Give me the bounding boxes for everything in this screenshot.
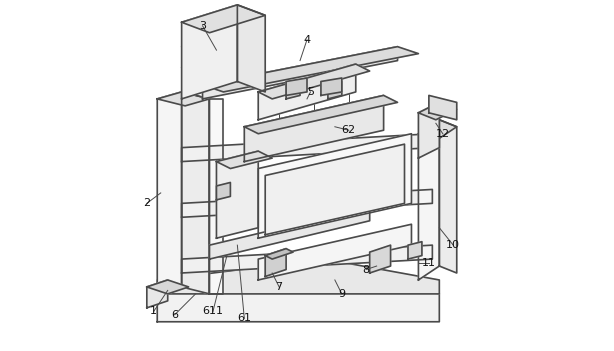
Polygon shape [286,78,307,95]
Polygon shape [182,190,432,217]
Polygon shape [418,102,440,158]
Text: 9: 9 [338,289,346,299]
Polygon shape [203,47,418,92]
Polygon shape [157,273,440,322]
Polygon shape [370,245,391,273]
Polygon shape [265,249,286,277]
Polygon shape [244,95,397,134]
Polygon shape [182,5,265,33]
Polygon shape [258,64,356,120]
Polygon shape [147,280,188,294]
Polygon shape [328,81,342,99]
Polygon shape [182,5,238,99]
Text: 2: 2 [143,198,150,208]
Polygon shape [209,207,370,259]
Polygon shape [157,92,182,294]
Polygon shape [217,151,272,168]
Polygon shape [265,144,405,235]
Polygon shape [265,249,293,259]
Polygon shape [203,47,397,99]
Polygon shape [321,78,342,95]
Text: 8: 8 [363,265,370,274]
Text: 7: 7 [276,282,282,292]
Polygon shape [147,280,168,308]
Text: 3: 3 [199,21,206,31]
Polygon shape [217,183,230,200]
Polygon shape [182,245,432,273]
Text: 1: 1 [150,306,157,316]
Polygon shape [182,92,209,294]
Text: 10: 10 [446,240,460,250]
Polygon shape [244,95,384,161]
Polygon shape [157,92,209,106]
Polygon shape [217,151,258,238]
Polygon shape [157,259,440,294]
Text: 12: 12 [436,129,450,139]
Text: 4: 4 [303,35,311,45]
Text: 5: 5 [307,87,314,97]
Polygon shape [418,120,440,280]
Text: 6: 6 [171,310,178,320]
Polygon shape [258,134,411,238]
Text: 611: 611 [203,306,223,316]
Text: 11: 11 [422,258,436,267]
Polygon shape [238,5,265,92]
Polygon shape [286,81,300,99]
Polygon shape [258,224,411,280]
Text: 61: 61 [238,313,251,323]
Polygon shape [418,102,457,120]
Polygon shape [418,120,457,141]
Text: 62: 62 [342,125,356,135]
Polygon shape [408,241,422,259]
Polygon shape [182,134,432,161]
Polygon shape [440,120,457,273]
Polygon shape [258,64,370,99]
Polygon shape [429,95,457,120]
Polygon shape [209,99,223,294]
